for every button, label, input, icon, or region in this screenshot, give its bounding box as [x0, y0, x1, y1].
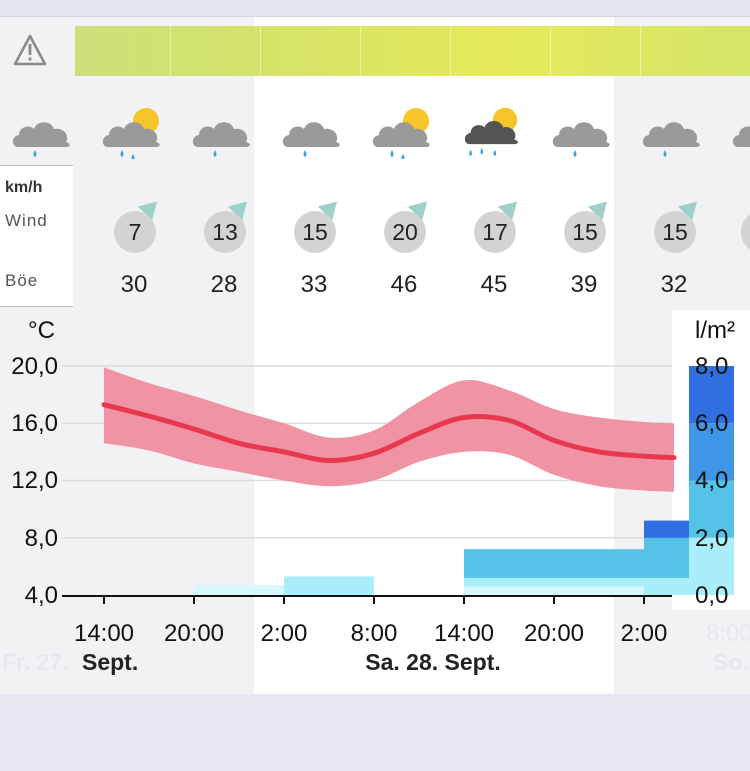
right-axis-unit: l/m² [695, 317, 735, 344]
x-axis-tick: 20:00 [524, 620, 584, 647]
date-label: Sept. [82, 649, 138, 675]
cloud-rain-icon [282, 122, 340, 157]
cloud-dark-sun-heavy-rain-icon [464, 107, 518, 157]
wind-speed-value: 15 [294, 211, 336, 253]
precipitation-bar [194, 584, 284, 595]
wind-speed-badge: 7 [112, 194, 168, 255]
x-axis-tick: 8:00 [351, 620, 398, 647]
gust-label: Böe [5, 271, 39, 290]
cloud-rain-icon [552, 122, 610, 157]
gust-value: 46 [390, 271, 418, 298]
wind-speed-badge: 15 [652, 194, 708, 255]
left-axis-tick: 4,0 [25, 582, 58, 609]
top-status-strip [0, 0, 750, 17]
wind-speed-badge: 15 [562, 194, 618, 255]
wind-speed-value: 13 [204, 211, 246, 253]
cloud-sun-rain-icon [372, 108, 430, 159]
precipitation-bar [689, 480, 734, 538]
x-axis-tick-faded: 8:00 [706, 620, 750, 647]
wind-speed-value: 15 [564, 211, 606, 253]
wind-speed-value: 20 [384, 211, 426, 253]
precipitation-bar [464, 586, 644, 595]
right-axis-tick: 0,0 [695, 582, 728, 609]
gust-value: 28 [210, 271, 238, 298]
wind-speed-badge: 17 [472, 194, 528, 255]
cloud-sun-rain-icon [102, 108, 160, 159]
wind-speed-badge: 15 [292, 194, 348, 255]
wind-speed-badge-partial [741, 211, 750, 253]
wind-speed-value: 15 [654, 211, 696, 253]
date-label: Sa. 28. Sept. [365, 649, 501, 675]
x-axis-tick: 14:00 [74, 620, 134, 647]
wind-unit-label: km/h [5, 179, 43, 196]
wind-speed-badge: 13 [202, 194, 258, 255]
wind-label: Wind [5, 211, 48, 230]
x-axis-tick: 2:00 [621, 620, 668, 647]
temperature-line [101, 402, 677, 463]
gust-value: 32 [660, 271, 688, 298]
date-label-faded: So. [713, 649, 749, 675]
gust-value: 45 [480, 271, 508, 298]
date-label-faded: Fr. 27. [2, 649, 68, 675]
wind-legend-box: km/h Wind Böe [0, 165, 73, 307]
forecast-panel: 7 13 15 20 17 15 15 30 28 33 46 45 39 32… [0, 17, 750, 694]
precipitation-bar [689, 423, 734, 481]
cloud-rain-icon [732, 126, 750, 147]
temperature-precipitation-chart: °C l/m² 20,0 16,0 12,0 8,0 4,0 8,0 6,0 4… [2, 317, 750, 675]
x-axis-tick: 14:00 [434, 620, 494, 647]
right-axis-tick: 2,0 [695, 525, 728, 552]
right-axis-tick: 8,0 [695, 353, 728, 380]
cloud-rain-icon [642, 122, 700, 157]
x-axis-tick: 2:00 [261, 620, 308, 647]
precipitation-bar [689, 366, 734, 424]
left-axis-tick: 8,0 [25, 525, 58, 552]
gust-value: 39 [570, 271, 598, 298]
wind-speed-value: 17 [474, 211, 516, 253]
warning-triangle-icon[interactable] [12, 33, 48, 67]
temperature-range-band [104, 367, 674, 492]
cloud-rain-icon [192, 122, 250, 157]
wind-speed-badge: 20 [382, 194, 438, 255]
right-axis-tick: 6,0 [695, 410, 728, 437]
gust-value: 30 [120, 271, 148, 298]
left-axis-tick: 16,0 [11, 410, 58, 437]
x-axis-tick: 20:00 [164, 620, 224, 647]
left-axis-unit: °C [28, 317, 55, 344]
cloud-rain-icon [12, 122, 70, 157]
warning-level-bar[interactable] [75, 26, 750, 76]
right-axis-tick: 4,0 [695, 467, 728, 494]
wind-speed-value: 7 [114, 211, 156, 253]
precipitation-bar [689, 537, 734, 595]
precipitation-bar [284, 576, 374, 595]
gust-value: 33 [300, 271, 328, 298]
left-axis-tick: 20,0 [11, 353, 58, 380]
left-axis-tick: 12,0 [11, 467, 58, 494]
precipitation-bar [644, 577, 689, 595]
